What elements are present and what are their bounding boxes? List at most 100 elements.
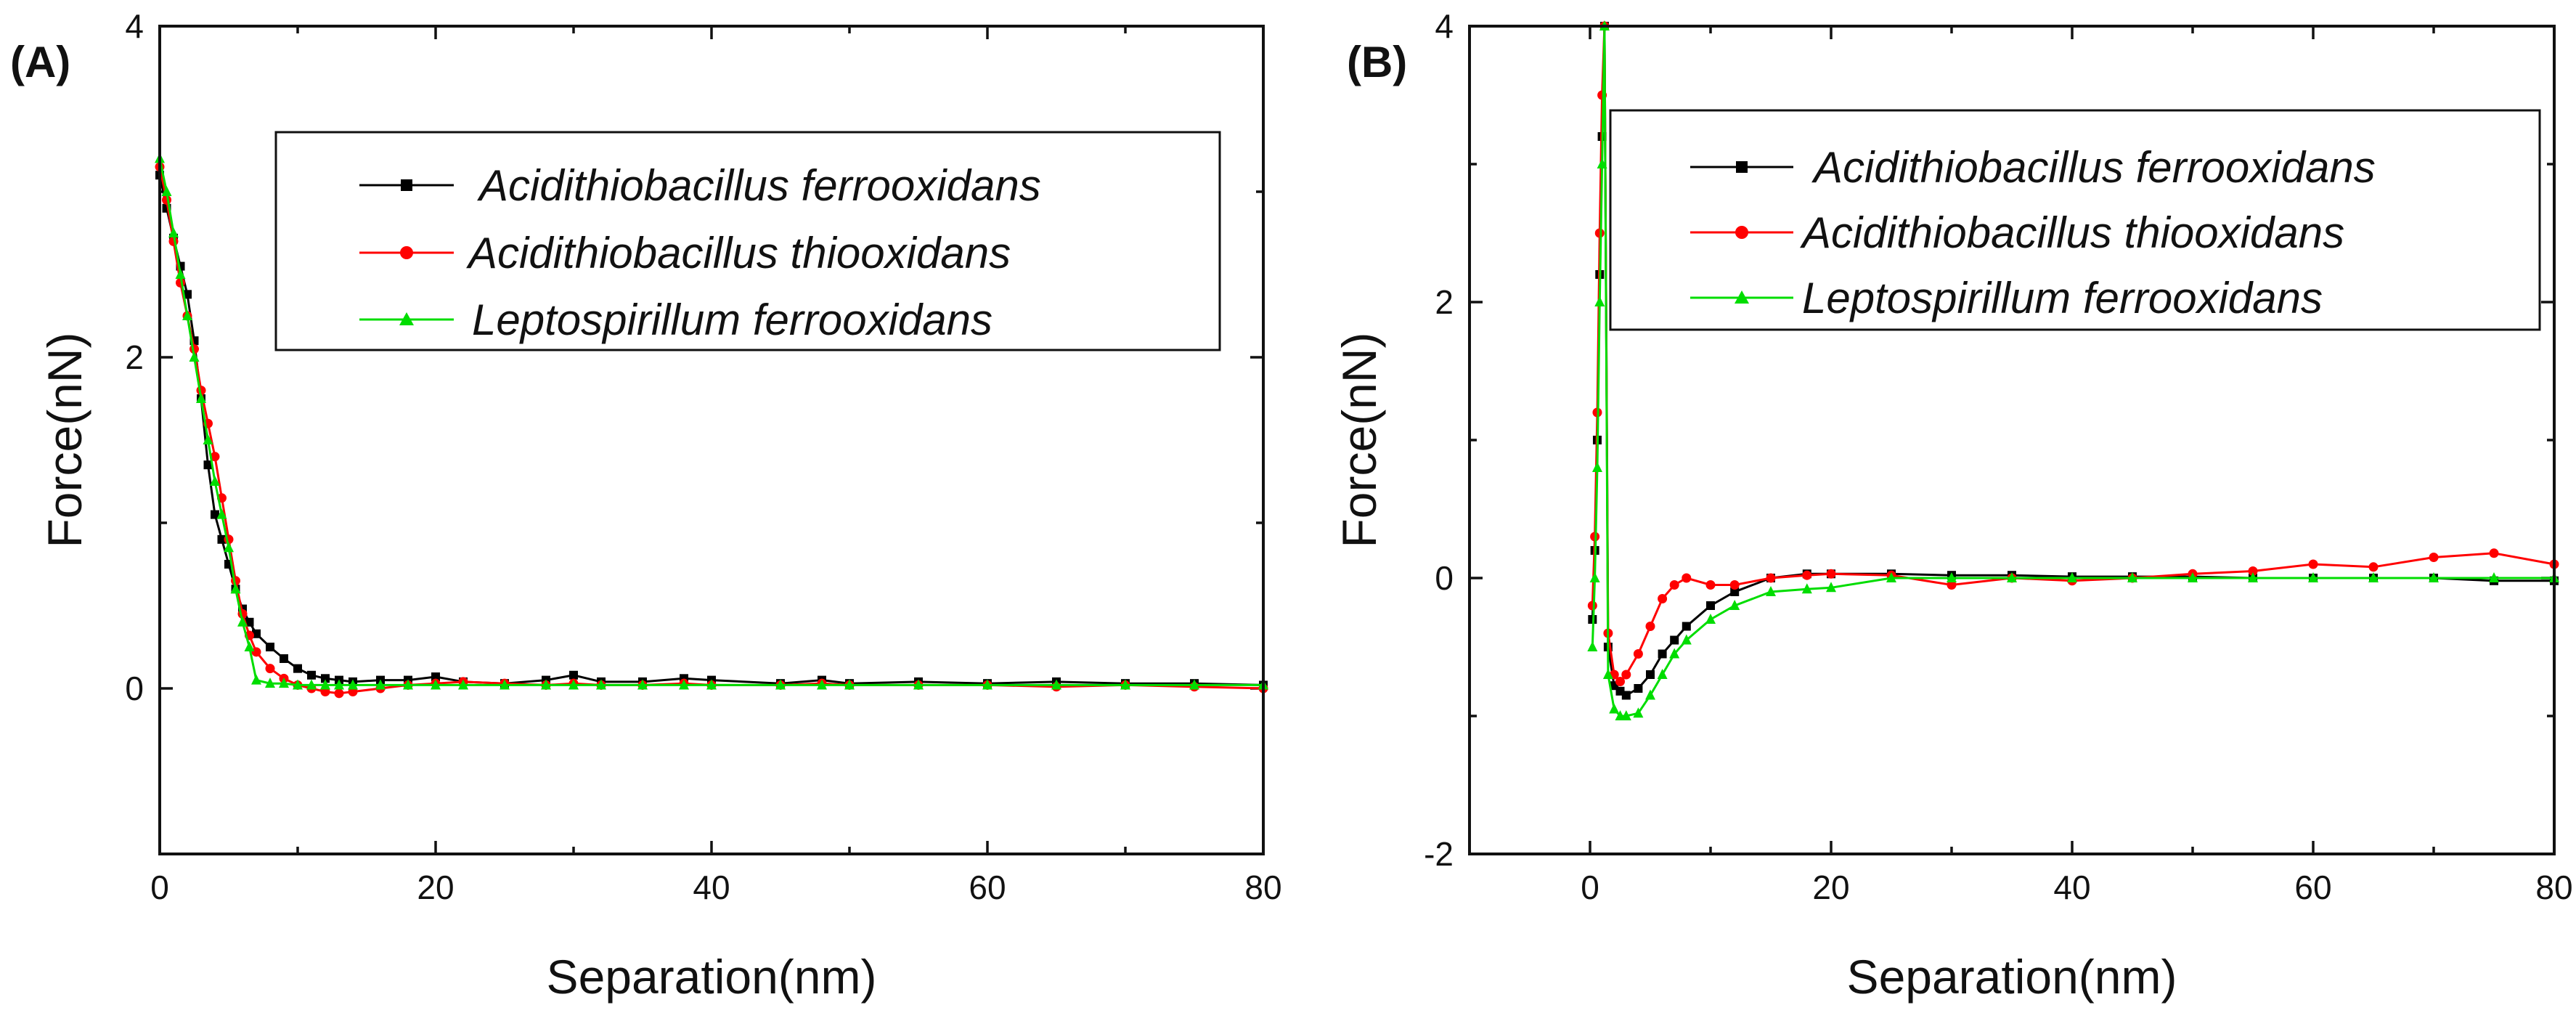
panel-b-legend-marker-leptospirillum bbox=[1735, 290, 1749, 304]
panel-b-legend: Acidithiobacillus ferrooxidans Acidithio… bbox=[1609, 109, 2541, 331]
panel-b-point-thiooxidans-12 bbox=[1658, 594, 1668, 603]
panel-b-point-leptospirillum-20 bbox=[1886, 572, 1896, 582]
panel-b-point-thiooxidans-19 bbox=[1826, 569, 1836, 579]
panel-a-y-tick-label-2: 4 bbox=[125, 7, 144, 45]
panel-a-x-axis-label: Separation(nm) bbox=[547, 950, 877, 1004]
panel-b-series-line-leptospirillum bbox=[1591, 25, 2554, 717]
panel-b-legend-text-leptospirillum: Leptospirillum ferrooxidans bbox=[1802, 274, 2323, 322]
panel-a-point-leptospirillum-25 bbox=[458, 679, 468, 690]
panel-a-point-ferrooxidans-13 bbox=[245, 617, 254, 627]
panel-b-point-ferrooxidans-14 bbox=[1682, 622, 1691, 631]
panel-b-x-tick-label-2: 40 bbox=[2053, 868, 2090, 906]
panel-b-legend-box bbox=[1609, 109, 2541, 331]
panel-b-point-thiooxidans-11 bbox=[1645, 622, 1655, 631]
panel-b-point-leptospirillum-27 bbox=[2308, 572, 2318, 582]
panel-b-point-leptospirillum-3 bbox=[1594, 296, 1605, 306]
panel-a-point-ferrooxidans-9 bbox=[217, 534, 227, 544]
panel-b-point-leptospirillum-28 bbox=[2368, 572, 2379, 582]
panel-b-point-leptospirillum-9 bbox=[1621, 710, 1631, 720]
panel-a-point-leptospirillum-21 bbox=[348, 679, 358, 690]
panel-b-point-ferrooxidans-10 bbox=[1634, 684, 1643, 693]
panel-a-point-leptospirillum-37 bbox=[982, 679, 993, 690]
panel-a-y-axis-label: Force(nN) bbox=[38, 332, 91, 548]
panel-a-point-leptospirillum-33 bbox=[775, 679, 786, 690]
panel-b-point-thiooxidans-0 bbox=[1587, 601, 1597, 611]
panel-b-point-leptospirillum-19 bbox=[1826, 582, 1836, 593]
panel-a-point-thiooxidans-20 bbox=[334, 688, 344, 699]
panel-a-point-leptospirillum-9 bbox=[216, 508, 227, 519]
panel-a-x-tick-label-3: 60 bbox=[969, 868, 1006, 906]
panel-a-point-leptospirillum-22 bbox=[375, 679, 386, 690]
panel-a-x-tick-label-4: 80 bbox=[1244, 868, 1281, 906]
panel-a-point-leptospirillum-30 bbox=[637, 679, 648, 690]
panel-b-x-tick-label-4: 80 bbox=[2535, 868, 2572, 906]
panel-b-y-tick-label-2: 2 bbox=[1435, 283, 1454, 321]
panel-a-legend-text-ferrooxidans: Acidithiobacillus ferrooxidans bbox=[477, 161, 1041, 210]
panel-b-chart: (B) 0 20 40 60 80 -2 0 2 4 Acidithiobacillus fer… bbox=[1332, 7, 2573, 1004]
panel-b-point-leptospirillum-10 bbox=[1633, 707, 1644, 718]
panel-a-legend-marker-leptospirillum bbox=[399, 312, 414, 325]
panel-a-point-leptospirillum-28 bbox=[568, 679, 579, 690]
panel-a-point-leptospirillum-35 bbox=[844, 679, 855, 690]
panel-b-point-leptospirillum-18 bbox=[1801, 583, 1812, 594]
panel-b-point-thiooxidans-3 bbox=[1594, 228, 1605, 238]
panel-a-legend-marker-ferrooxidans bbox=[401, 179, 412, 191]
panel-a-series-line-ferrooxidans bbox=[158, 174, 1264, 686]
panel-a-point-leptospirillum-39 bbox=[1120, 679, 1130, 690]
panel-b-point-leptospirillum-11 bbox=[1645, 689, 1655, 700]
panel-a-point-ferrooxidans-28 bbox=[569, 670, 578, 680]
panel-b-legend-text-thiooxidans: Acidithiobacillus thiooxidans bbox=[1800, 208, 2344, 257]
panel-b-point-leptospirillum-24 bbox=[2127, 572, 2137, 582]
panel-b-point-thiooxidans-30 bbox=[2489, 548, 2499, 558]
panel-b-label: (B) bbox=[1347, 38, 1407, 86]
panel-b-point-leptospirillum-26 bbox=[2248, 572, 2258, 582]
panel-a-point-leptospirillum-4 bbox=[182, 310, 192, 320]
panel-a-point-leptospirillum-31 bbox=[679, 679, 689, 690]
panel-b-point-leptospirillum-29 bbox=[2429, 572, 2439, 582]
panel-b-point-leptospirillum-2 bbox=[1591, 462, 1602, 472]
panel-b-point-ferrooxidans-15 bbox=[1706, 601, 1715, 610]
panel-a-point-leptospirillum-23 bbox=[403, 679, 413, 690]
panel-a-axes: 0 20 40 60 80 0 2 4 bbox=[125, 7, 1281, 906]
panel-a-point-ferrooxidans-16 bbox=[280, 654, 288, 663]
panel-b-plot-frame bbox=[1468, 25, 2556, 855]
panel-b-point-leptospirillum-16 bbox=[1729, 600, 1740, 610]
panel-b-legend-marker-ferrooxidans bbox=[1736, 161, 1748, 173]
panel-b-point-ferrooxidans-12 bbox=[1658, 649, 1667, 659]
panel-b-point-leptospirillum-30 bbox=[2489, 572, 2499, 582]
panel-a-point-leptospirillum-14 bbox=[251, 674, 261, 685]
panel-b-point-leptospirillum-12 bbox=[1657, 669, 1668, 679]
panel-b-point-leptospirillum-15 bbox=[1705, 614, 1716, 624]
panel-a-point-leptospirillum-19 bbox=[320, 679, 330, 690]
panel-a-point-leptospirillum-12 bbox=[237, 616, 248, 627]
panel-b-point-leptospirillum-6 bbox=[1602, 669, 1613, 679]
panel-a-point-ferrooxidans-8 bbox=[211, 510, 219, 519]
panel-b-point-leptospirillum-25 bbox=[2188, 572, 2198, 582]
panel-a-x-tick-label-1: 20 bbox=[417, 868, 454, 906]
panel-b-point-leptospirillum-7 bbox=[1609, 703, 1620, 714]
panel-a-point-ferrooxidans-19 bbox=[321, 674, 330, 683]
panel-b-point-thiooxidans-27 bbox=[2308, 559, 2318, 569]
panel-a-point-leptospirillum-11 bbox=[230, 583, 241, 594]
panel-a-point-leptospirillum-1 bbox=[161, 186, 172, 196]
panel-a-point-leptospirillum-27 bbox=[541, 679, 551, 690]
panel-b-point-leptospirillum-23 bbox=[2067, 572, 2077, 582]
panel-b-x-tick-label-1: 20 bbox=[1812, 868, 1849, 906]
panel-b-point-thiooxidans-21 bbox=[1947, 580, 1957, 590]
panel-a-point-leptospirillum-34 bbox=[817, 679, 827, 690]
panel-a-point-leptospirillum-17 bbox=[293, 679, 303, 690]
panel-b-point-thiooxidans-13 bbox=[1669, 580, 1679, 590]
panel-a-point-leptospirillum-2 bbox=[168, 227, 179, 237]
panel-b-point-leptospirillum-22 bbox=[2007, 572, 2017, 582]
panel-b-x-tick-label-3: 60 bbox=[2294, 868, 2331, 906]
panel-a-legend-text-thiooxidans: Acidithiobacillus thiooxidans bbox=[466, 229, 1011, 277]
panel-a-point-thiooxidans-8 bbox=[210, 452, 220, 462]
panel-a-plot-frame bbox=[158, 25, 1265, 855]
panel-a-point-leptospirillum-26 bbox=[500, 679, 510, 690]
panel-b-y-tick-label-0: -2 bbox=[1424, 835, 1454, 873]
panel-a-point-ferrooxidans-17 bbox=[293, 664, 302, 673]
panel-a-series-group bbox=[155, 152, 1268, 699]
panel-b-point-leptospirillum-21 bbox=[1947, 572, 1957, 582]
panel-b-point-thiooxidans-26 bbox=[2248, 566, 2258, 576]
panel-a-chart: (A) 0 20 40 60 80 0 2 4 Acidithiobacillus ferro… bbox=[10, 7, 1282, 1004]
